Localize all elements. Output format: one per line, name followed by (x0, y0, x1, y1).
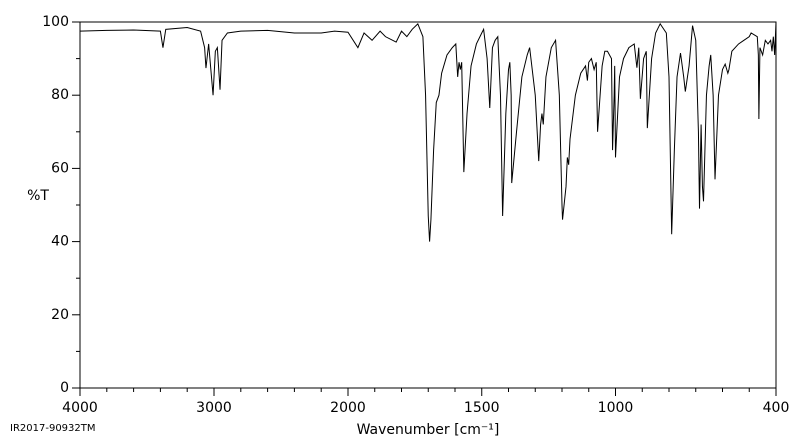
x-tick-label: 4000 (62, 400, 98, 416)
x-tick-label: 2000 (330, 400, 366, 416)
y-tick-label: 20 (51, 307, 69, 323)
y-tick-label: 0 (60, 380, 69, 396)
spectrum-line (79, 21, 777, 242)
x-tick-label: 1500 (464, 400, 500, 416)
y-tick-label: 80 (51, 87, 69, 103)
x-tick-label: 3000 (196, 400, 232, 416)
x-tick-label: 400 (763, 400, 790, 416)
x-axis-label: Wavenumber [cm⁻¹] (357, 422, 500, 438)
y-tick-label: 100 (42, 14, 69, 30)
x-tick-label: 1000 (598, 400, 634, 416)
y-tick-label: 40 (51, 234, 69, 250)
y-tick-label: 60 (51, 160, 69, 176)
footnote: IR2017-90932TM (10, 423, 96, 434)
y-axis-label: %T (27, 188, 49, 204)
